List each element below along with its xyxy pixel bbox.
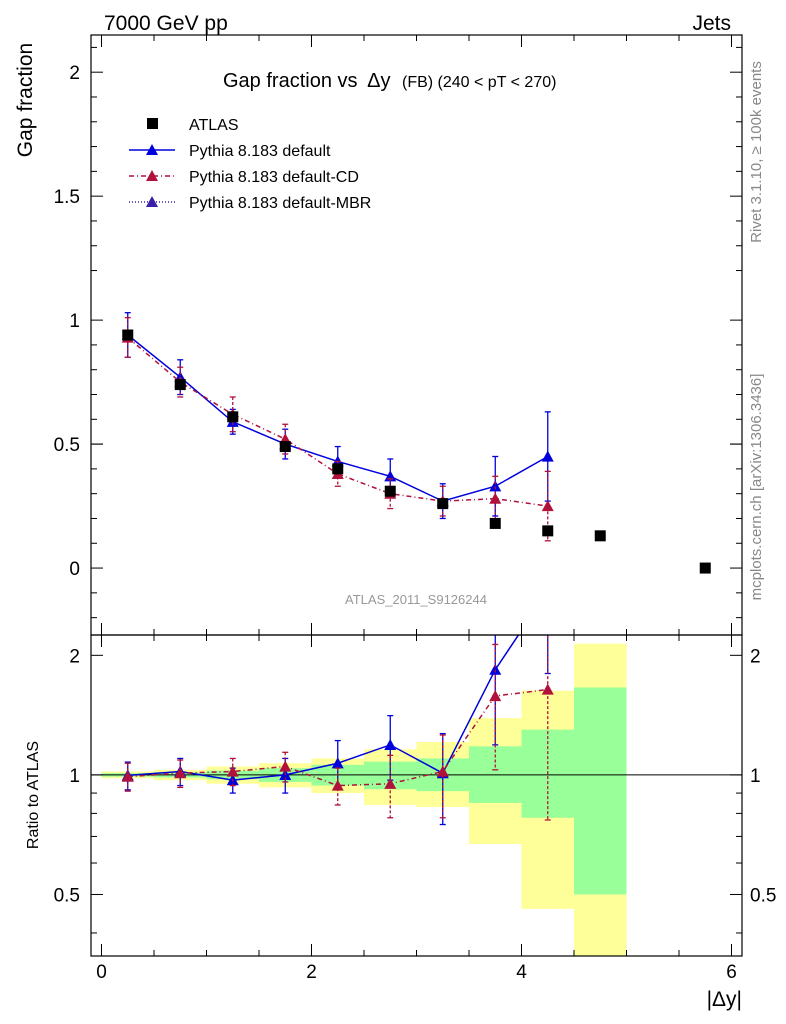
ratio-point-cd xyxy=(384,777,397,789)
ratio-y-tick-label-right: 1 xyxy=(750,766,761,787)
legend-marker-mbr xyxy=(146,196,158,207)
data-point-atlas xyxy=(594,530,606,542)
data-point-atlas xyxy=(332,463,344,475)
ratio-y-tick-label: 1 xyxy=(69,766,80,787)
ratio-point-cd xyxy=(489,689,502,702)
data-point-atlas xyxy=(122,329,134,341)
data-point-atlas xyxy=(699,562,711,574)
x-tick-label: 0 xyxy=(96,962,107,983)
chart-title-subtitle: (FB) (240 < pT < 270) xyxy=(402,74,556,91)
ratio-series-group xyxy=(121,635,554,826)
header-energy-label: 7000 GeV pp xyxy=(104,12,228,35)
legend-label-default: Pythia 8.183 default xyxy=(189,143,331,160)
ratio-point-cd xyxy=(279,760,292,772)
x-tick-label: 4 xyxy=(516,962,527,983)
y-axis-title: Gap fraction xyxy=(14,43,37,157)
ratio-y-tick-label: 2 xyxy=(69,646,80,667)
data-point-atlas xyxy=(279,441,291,453)
chart-title-variable: Δy xyxy=(367,70,390,92)
legend-label-atlas: ATLAS xyxy=(189,117,239,134)
data-point-atlas xyxy=(489,517,501,529)
ratio-y-axis-title: Ratio to ATLAS xyxy=(25,741,42,849)
data-point-atlas xyxy=(174,379,186,391)
header-jets-label: Jets xyxy=(692,12,731,35)
uncertainty-band-inner xyxy=(574,687,627,895)
ratio-point-default xyxy=(331,757,344,769)
ratio-point-default xyxy=(489,663,502,675)
point-default xyxy=(489,480,502,492)
ratio-y-tick-label-right: 0.5 xyxy=(750,885,776,906)
ratio-point-cd xyxy=(121,770,134,782)
data-point-atlas xyxy=(437,498,449,510)
point-default xyxy=(541,450,554,462)
point-cd xyxy=(489,492,502,504)
series-line-cd xyxy=(127,336,548,507)
data-point-atlas xyxy=(227,411,239,423)
y-tick-label: 0 xyxy=(69,559,80,580)
mcplots-label: mcplots.cern.ch [arXiv:1306.3436] xyxy=(748,374,765,601)
y-tick-label: 1 xyxy=(69,311,80,332)
x-tick-label: 2 xyxy=(306,962,317,983)
ratio-point-cd xyxy=(436,765,449,777)
y-tick-label: 0.5 xyxy=(54,435,80,456)
ratio-y-tick-label-right: 2 xyxy=(750,646,761,667)
analysis-watermark: ATLAS_2011_S9126244 xyxy=(345,592,487,607)
x-axis-title: |Δy| xyxy=(707,988,742,1011)
ratio-point-default xyxy=(384,738,397,750)
x-tick-label: 6 xyxy=(726,962,737,983)
legend: ATLAS Pythia 8.183 default Pythia 8.183 … xyxy=(129,117,371,212)
point-cd xyxy=(541,500,554,512)
legend-marker-cd xyxy=(146,170,158,181)
chart-title: Gap fraction vs Δy (FB) (240 < pT < 270) xyxy=(223,70,556,92)
data-point-atlas xyxy=(542,525,554,537)
chart-title-main: Gap fraction vs xyxy=(223,70,358,92)
legend-label-mbr: Pythia 8.183 default-MBR xyxy=(189,195,371,212)
rivet-version-label: Rivet 3.1.10, ≥ 100k events xyxy=(748,61,765,243)
legend-marker-atlas xyxy=(147,118,158,129)
y-tick-label: 2 xyxy=(69,63,80,84)
ratio-panel xyxy=(90,634,743,957)
ratio-point-cd xyxy=(174,767,187,779)
legend-marker-default xyxy=(146,144,158,155)
ratio-point-cd xyxy=(541,683,554,695)
legend-label-cd: Pythia 8.183 default-CD xyxy=(189,169,359,186)
y-tick-label: 1.5 xyxy=(54,187,80,208)
ratio-y-tick-label: 0.5 xyxy=(54,885,80,906)
ratio-point-cd xyxy=(331,779,344,791)
data-point-atlas xyxy=(384,485,396,497)
ratio-point-cd xyxy=(226,765,239,777)
